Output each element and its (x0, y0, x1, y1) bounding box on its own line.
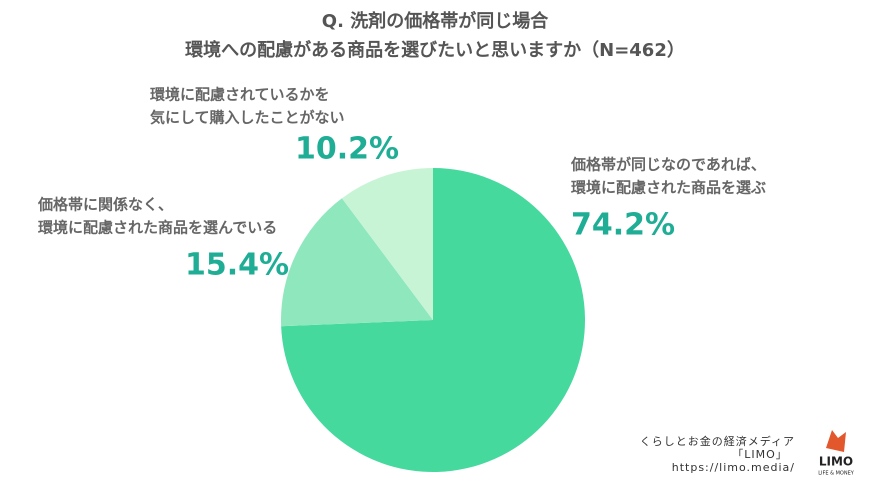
logo: LIMO (819, 455, 853, 469)
pie-slice (341, 168, 433, 320)
pie-slice (281, 198, 433, 327)
value-label: 74.2% (571, 208, 675, 243)
logo-icon (826, 430, 846, 452)
slice-label: 環境に配慮されているかを (150, 86, 330, 104)
footer-text: 「LIMO」 (732, 448, 788, 461)
slice-label: 価格帯が同じなのであれば、 (570, 156, 766, 174)
slice-label: 気にして購入したことがない (150, 109, 345, 127)
value-label: 15.4% (185, 248, 289, 283)
logo-sub: LIFE & MONEY (818, 471, 855, 477)
value-label: 10.2% (295, 132, 399, 167)
chart-title: Q. 洗剤の価格帯が同じ場合 (322, 10, 549, 32)
footer-text: https://limo.media/ (672, 461, 795, 474)
slice-label: 価格帯に関係なく、 (37, 196, 173, 214)
footer-text: くらしとお金の経済メディア (640, 434, 795, 448)
slice-label: 環境に配慮された商品を選ぶ (571, 179, 766, 197)
chart-title: 環境への配慮がある商品を選びたいと思いますか（N=462） (185, 39, 685, 61)
slice-label: 環境に配慮された商品を選んでいる (38, 219, 277, 237)
pie-slice (281, 168, 586, 472)
